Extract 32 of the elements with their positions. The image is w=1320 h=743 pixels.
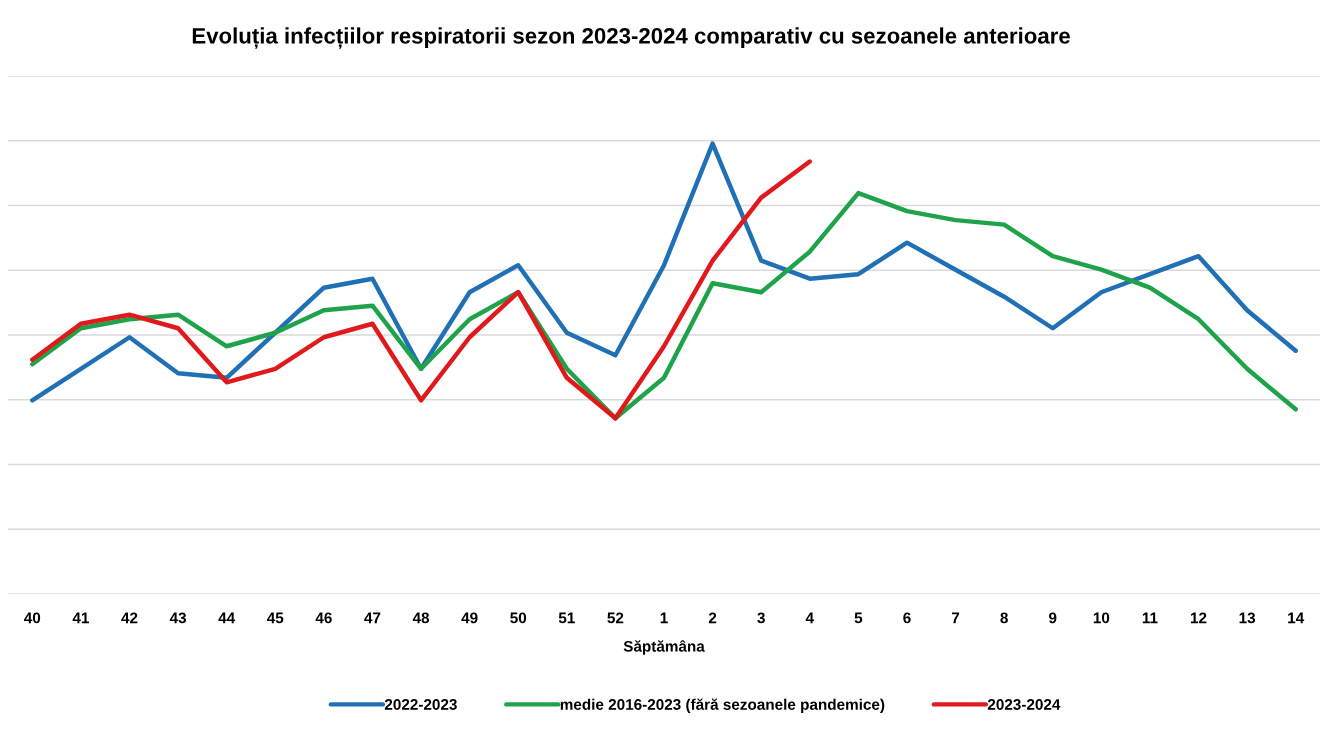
x-tick-label: 14 <box>1288 612 1305 624</box>
x-tick-label: 10 <box>1093 612 1110 624</box>
legend-label: 2023-2024 <box>987 699 1061 710</box>
x-tick-label: 8 <box>1000 612 1008 624</box>
x-tick-label: 11 <box>1142 612 1158 624</box>
legend-label: medie 2016-2023 (fără sezoanele pandemice) <box>560 698 885 713</box>
x-tick-label: 12 <box>1190 612 1207 624</box>
x-tick-label: 43 <box>169 612 187 624</box>
x-tick-label: 5 <box>854 612 863 624</box>
x-tick-label: 9 <box>1049 612 1057 624</box>
x-axis-title: Săptămâna <box>623 640 705 655</box>
x-tick-label: 6 <box>903 612 911 624</box>
x-tick-label: 50 <box>510 612 527 624</box>
x-tick-label: 40 <box>24 612 41 624</box>
x-tick-label: 1 <box>660 612 668 624</box>
x-tick-label: 3 <box>757 612 765 624</box>
x-tick-label: 48 <box>412 612 430 624</box>
x-tick-label: 44 <box>218 612 236 624</box>
x-tick-label: 45 <box>266 612 284 624</box>
x-tick-label: 51 <box>558 612 575 624</box>
x-tick-label: 46 <box>315 612 332 624</box>
x-tick-label: 49 <box>461 612 478 624</box>
x-tick-label: 13 <box>1239 612 1256 624</box>
chart-title: Evoluția infecțiilor respiratorii sezon 2023-2024 comparativ cu sezoanele anterioare <box>192 27 1070 49</box>
x-tick-label: 47 <box>364 612 381 624</box>
x-tick-label: 41 <box>72 612 89 624</box>
x-tick-label: 52 <box>607 612 624 624</box>
x-tick-label: 4 <box>805 612 814 624</box>
x-tick-label: 2 <box>708 612 717 624</box>
legend-label: 2022-2023 <box>384 699 457 710</box>
x-tick-label: 7 <box>951 612 960 624</box>
x-tick-label: 42 <box>121 612 138 624</box>
